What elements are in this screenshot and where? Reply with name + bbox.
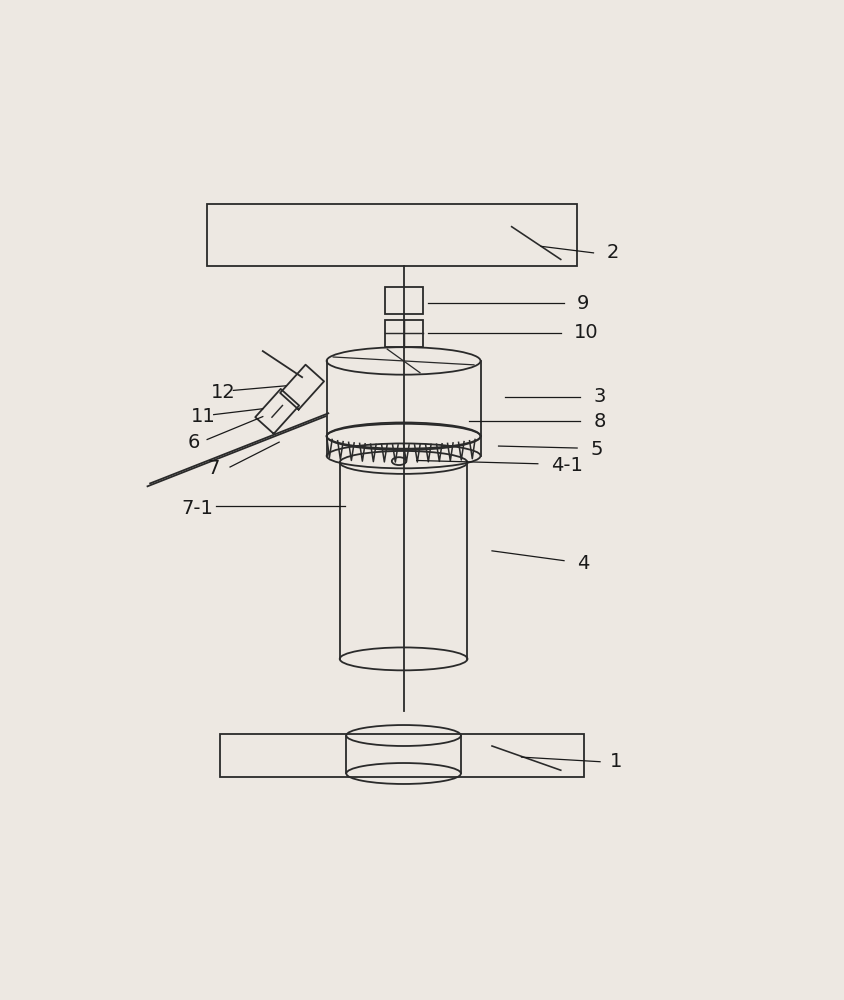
Bar [384, 320, 422, 347]
Text: 6: 6 [187, 433, 200, 452]
Text: 10: 10 [573, 323, 598, 342]
Bar [384, 287, 422, 314]
Text: 1: 1 [609, 752, 621, 771]
Text: 7: 7 [207, 459, 219, 478]
Text: 11: 11 [191, 407, 215, 426]
Bar [220, 734, 583, 777]
Text: 2: 2 [606, 243, 619, 262]
Bar [207, 204, 576, 266]
Text: 9: 9 [576, 294, 589, 313]
Text: 3: 3 [592, 387, 605, 406]
Text: 4-1: 4-1 [550, 456, 582, 475]
Text: 4: 4 [576, 554, 589, 573]
Text: 5: 5 [589, 440, 602, 459]
Text: 12: 12 [210, 383, 235, 402]
Text: 7-1: 7-1 [181, 499, 213, 518]
Text: 8: 8 [592, 412, 605, 431]
